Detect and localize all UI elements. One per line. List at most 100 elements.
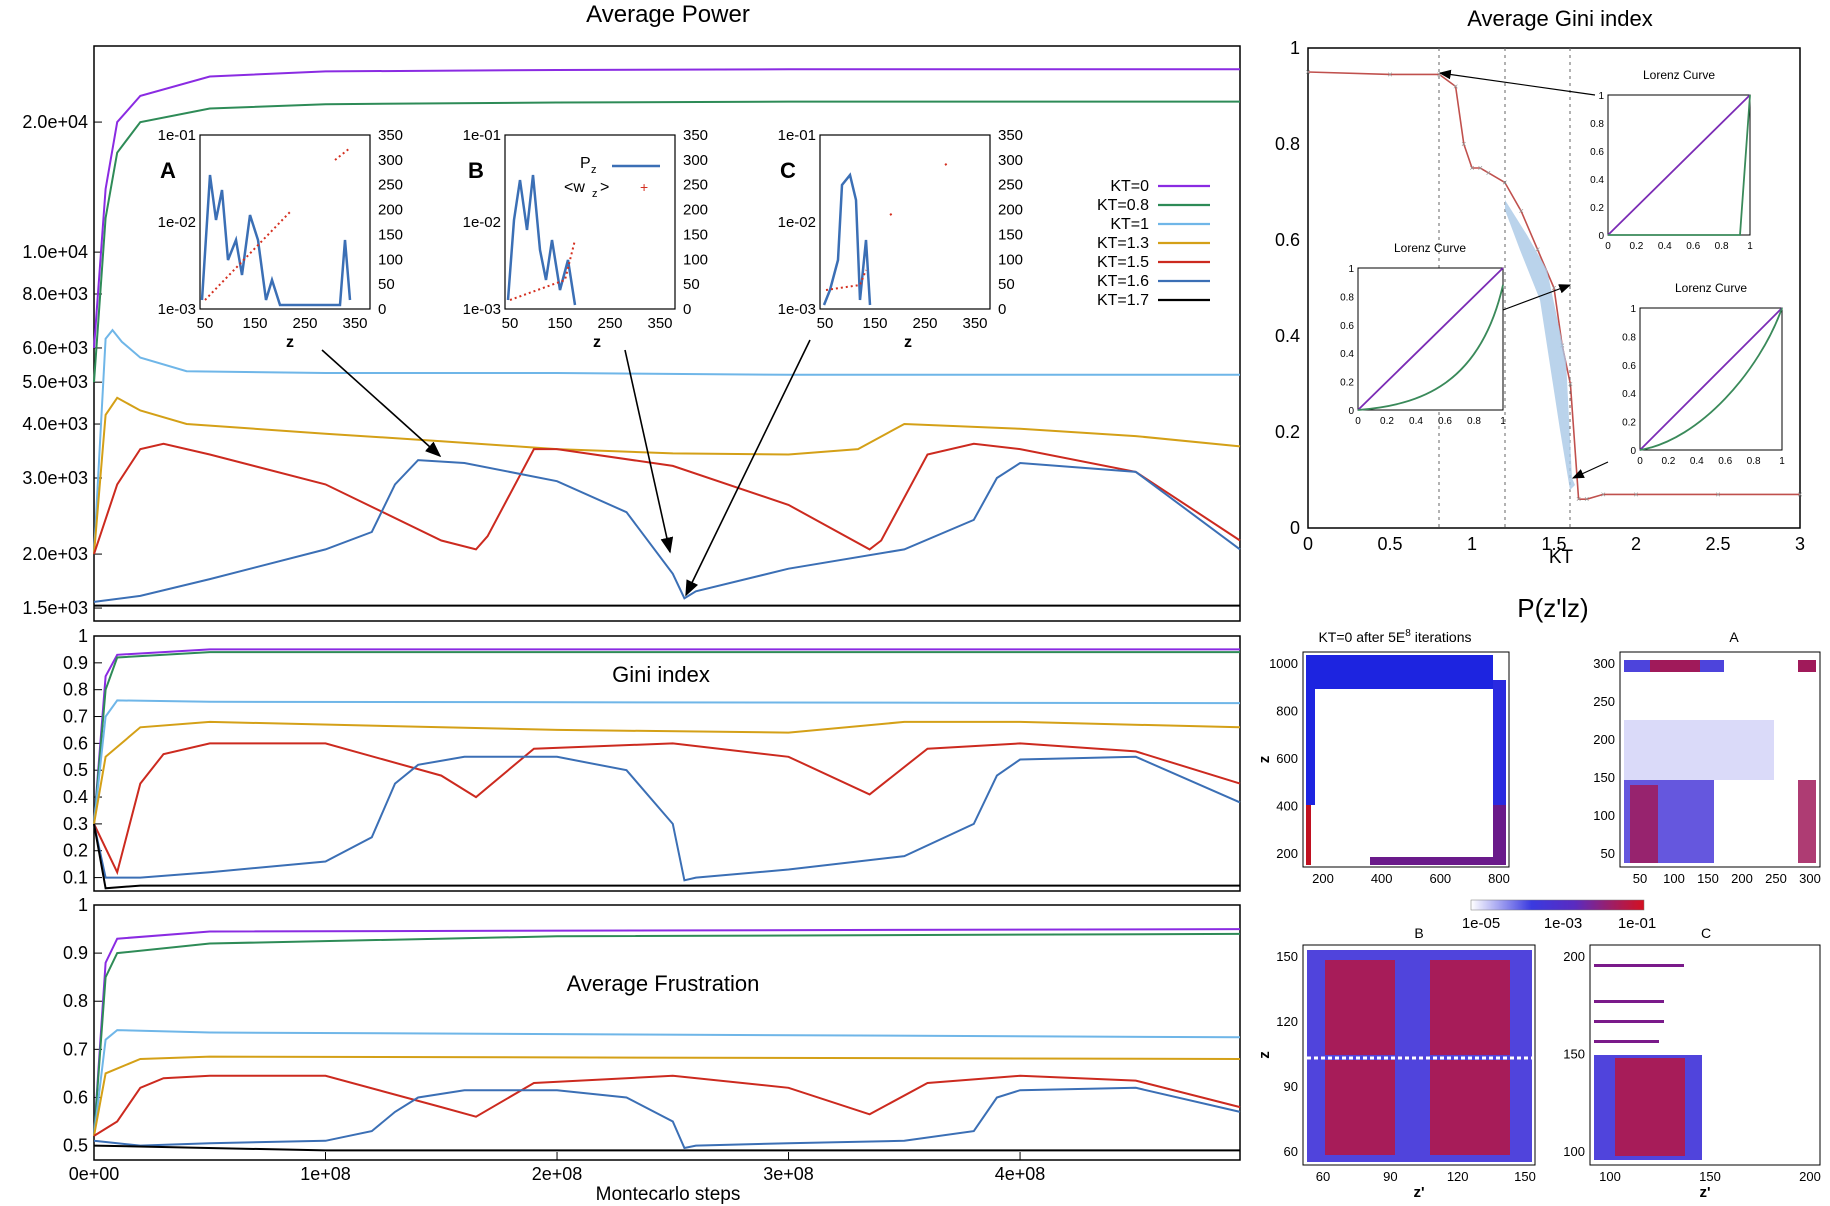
legend-label-KT-0-8: KT=0.8 — [1097, 197, 1149, 214]
inset-C-xtick-label: 250 — [912, 315, 937, 332]
inset-B-legend-pz: P — [580, 155, 591, 172]
gini-line-KT-0-8 — [93, 651, 1240, 824]
heatmap-2-ytick-label: 50 — [1601, 846, 1615, 861]
frustration-xtick-label: 3e+08 — [763, 1164, 814, 1184]
inset-C-yright-label: 300 — [998, 152, 1023, 169]
inset-A-yright-label: 200 — [378, 202, 403, 219]
heatmap-A-scatter — [1624, 720, 1774, 780]
inset-A-yright-label: 150 — [378, 226, 403, 243]
frustration-line-KT-1-7 — [93, 1144, 1240, 1152]
inset-B-legend-pz-sub: z — [591, 164, 597, 176]
avg-gini-axes: 0 0.5 1 1.5 2 2.5 3 1 0.8 0.6 0.4 0.2 0 — [1275, 38, 1805, 554]
lorenz-1-ytick-label: 0.8 — [1590, 119, 1604, 130]
avg-gini-point: × — [1797, 489, 1802, 499]
legend-label-KT-1: KT=1 — [1110, 216, 1149, 233]
power-ytick-label: 4.0e+03 — [22, 414, 88, 434]
heatmap-B-red-3 — [1325, 1060, 1395, 1155]
power-line-KT-1-3 — [93, 396, 1241, 555]
gini-ytick-label: 0.6 — [63, 733, 88, 753]
colorbar-tick-2: 1e-03 — [1544, 915, 1582, 932]
inset-B-yright-label: 350 — [683, 127, 708, 144]
lorenz-2-xtick-label: 0.6 — [1438, 416, 1452, 427]
heatmap-1-ytick-label: 200 — [1276, 846, 1298, 861]
lorenz-1-ytick-label: 0.4 — [1590, 175, 1604, 186]
arrow-B — [624, 349, 674, 554]
inset-C-yleft-label: 1e-01 — [778, 127, 816, 144]
inset-C-yright-label: 50 — [998, 276, 1015, 293]
lorenz-1-ytick-label: 0.6 — [1590, 147, 1604, 158]
heatmap-C-title: C — [1701, 925, 1711, 941]
gini-axes: 1 0.9 0.8 0.7 0.6 0.5 0.4 0.3 0.2 0.1 — [63, 626, 102, 888]
avg-gini-plot-frame — [1307, 47, 1801, 529]
lorenz-2-xtick-label: 0 — [1355, 416, 1361, 427]
lorenz-3-xtick-label: 0.6 — [1718, 456, 1732, 467]
inset-B-yright-label: 250 — [683, 177, 708, 194]
heatmap-2-ytick-label: 150 — [1593, 770, 1615, 785]
inset-B-xtick-label: 50 — [502, 315, 519, 332]
lorenz-inset-1-curve — [1608, 94, 1751, 236]
inset-B-legend-wz-sub: z — [592, 188, 598, 200]
avg-gini-point: × — [1305, 67, 1310, 77]
frustration-ytick-label: 0.5 — [63, 1136, 88, 1156]
heatmap-1-ytick-label: 400 — [1276, 799, 1298, 814]
inset-B-yright-label: 100 — [683, 251, 708, 268]
lorenz-2-ytick-label: 0.6 — [1340, 321, 1354, 332]
avg-gini-ytick-label: 0.4 — [1275, 326, 1300, 346]
frustration-line-KT-0-8 — [93, 932, 1241, 1136]
frustration-line-KT-1-5 — [93, 1074, 1241, 1137]
inset-B-xtick-label: 150 — [547, 315, 572, 332]
heatmap-B-red-1 — [1325, 960, 1395, 1055]
lorenz-2-ytick-label: 1 — [1348, 264, 1354, 275]
gini-series — [93, 648, 1241, 890]
heatmap-1-ytick-label: 800 — [1276, 704, 1298, 719]
lorenz-1-xtick-label: 0.6 — [1686, 241, 1700, 252]
colorbar-gradient — [1470, 899, 1645, 911]
lorenz-3-ytick-label: 0.8 — [1622, 332, 1636, 343]
heatmap-B-red-4 — [1430, 1060, 1510, 1155]
lorenz-2-ytick-label: 0.8 — [1340, 292, 1354, 303]
colorbar-tick-3: 1e-01 — [1618, 915, 1656, 932]
lorenz-inset-3-title: Lorenz Curve — [1675, 281, 1747, 295]
heatmap-1-ytick-label: 1000 — [1269, 656, 1298, 671]
inset-C-wz-points — [825, 162, 949, 291]
pzz-title: P(z'lz) — [1517, 593, 1588, 623]
avg-gini-xtick-label: 0.5 — [1377, 534, 1402, 554]
inset-B-xtick-label: 250 — [597, 315, 622, 332]
inset-C-yright-label: 0 — [998, 301, 1006, 318]
power-title: Average Power — [586, 1, 750, 28]
heatmap-A-right-strip — [1798, 660, 1816, 672]
inset-C-yleft-label: 1e-03 — [778, 301, 816, 318]
inset-A-yright-label: 350 — [378, 127, 403, 144]
heatmap-C-stripe-4 — [1594, 1040, 1659, 1043]
inset-C-yright-label: 250 — [998, 177, 1023, 194]
inset-A-yright-label: 250 — [378, 177, 403, 194]
heatmap-2-ytick-label: 200 — [1593, 732, 1615, 747]
frustration-xtick-label: 1e+08 — [300, 1164, 351, 1184]
gini-plot-frame — [93, 635, 1241, 892]
frustration-ytick-label: 0.9 — [63, 943, 88, 963]
avg-gini-line — [1307, 71, 1800, 500]
inset-A-xlabel: z — [286, 334, 294, 351]
avg-gini-point: × — [1535, 245, 1540, 255]
power-ytick-label: 5.0e+03 — [22, 372, 88, 392]
power-ytick-label: 1.5e+03 — [22, 598, 88, 618]
lorenz-2-ytick-label: 0.2 — [1340, 378, 1354, 389]
lorenz-arrow-3 — [1571, 461, 1609, 479]
frustration-title: Average Frustration — [567, 971, 760, 996]
inset-B-yleft-label: 1e-01 — [463, 127, 501, 144]
gini-line-KT-1-3 — [93, 720, 1241, 825]
inset-A-yright-label: 300 — [378, 152, 403, 169]
lorenz-inset-1-title: Lorenz Curve — [1643, 68, 1715, 82]
power-ytick-label: 2.0e+04 — [22, 112, 88, 132]
avg-gini-xtick-label: 1 — [1467, 534, 1477, 554]
lorenz-3-xtick-label: 1 — [1779, 456, 1785, 467]
inset-A-xtick-label: 250 — [292, 315, 317, 332]
inset-C-pz-line — [822, 172, 872, 306]
inset-B-legend-wz-marker: + — [640, 179, 648, 195]
avg-gini-point: × — [1584, 494, 1589, 504]
lorenz-inset-3-curve — [1639, 307, 1783, 451]
frustration-series — [93, 928, 1241, 1152]
frustration-axes: 1 0.9 0.8 0.7 0.6 0.5 0e+00 1e+08 2e+08 3e+08 4e+0… — [63, 895, 1045, 1184]
gini-ytick-label: 0.2 — [63, 841, 88, 861]
legend-label-KT-1-7: KT=1.7 — [1097, 292, 1149, 309]
